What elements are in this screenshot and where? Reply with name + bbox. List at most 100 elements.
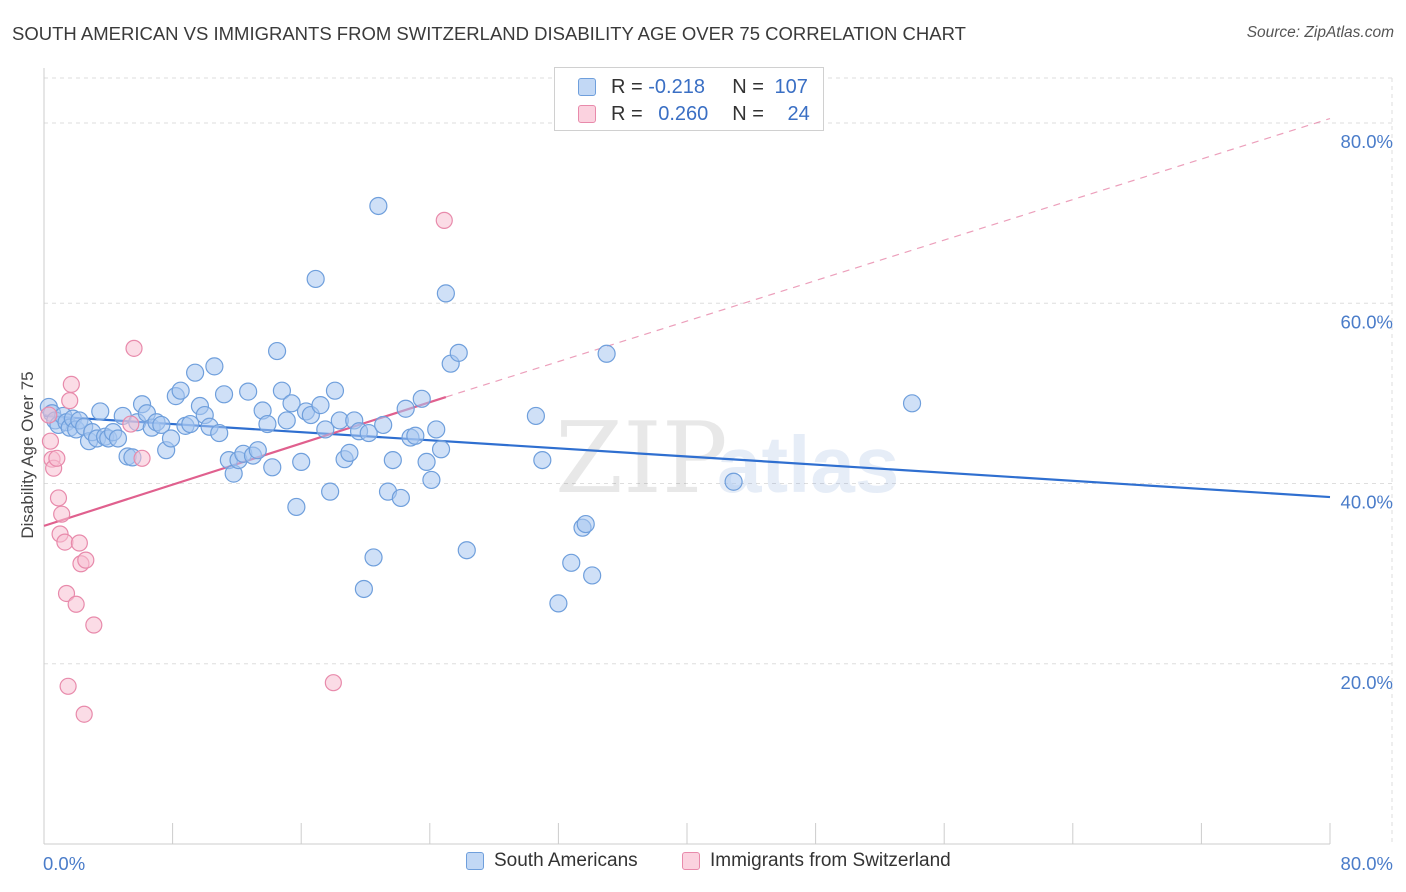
legend-row-switzerland: R = 0.260 N = 24 <box>555 100 810 128</box>
south-american-point <box>152 415 171 435</box>
south-american-point <box>383 450 402 470</box>
swiss-point <box>70 534 88 552</box>
south-american-point <box>210 423 229 443</box>
south-american-point <box>562 553 581 572</box>
bottom-swatch-pink <box>682 852 700 870</box>
tick-labels: 20.0% 40.0% 60.0% 80.0% 0.0% 80.0% <box>43 131 1393 874</box>
south-american-point <box>91 402 110 421</box>
south-american-point <box>311 396 330 415</box>
south-american-point <box>108 429 128 448</box>
swiss-point <box>57 584 76 603</box>
y-tick-label: 60.0% <box>1341 311 1393 332</box>
swiss-point <box>77 551 95 569</box>
swiss-point <box>61 392 79 410</box>
south-american-point <box>576 514 595 534</box>
legend-r-key: R = <box>611 102 643 125</box>
south-american-point <box>412 389 431 408</box>
south-american-point <box>359 423 378 443</box>
legend-swatch-pink <box>578 105 596 123</box>
swiss-point <box>41 432 60 450</box>
legend-r-value: 0.260 <box>658 102 709 125</box>
south-american-point <box>186 363 205 382</box>
south-american-point <box>272 381 292 400</box>
south-american-point <box>205 357 224 376</box>
south-american-point <box>902 394 922 413</box>
swiss-point <box>125 339 143 357</box>
south-american-point <box>248 441 267 460</box>
legend-n-value: 107 <box>774 75 808 98</box>
south-american-point <box>181 414 200 434</box>
south-american-point <box>526 406 545 426</box>
source-label: Source: ZipAtlas.com <box>1246 24 1394 41</box>
south-american-point <box>282 394 301 413</box>
chart-title: SOUTH AMERICAN VS IMMIGRANTS FROM SWITZE… <box>12 23 966 44</box>
south-american-point <box>391 488 410 508</box>
swiss-point <box>53 505 71 523</box>
legend-swatch-blue <box>578 78 596 96</box>
swiss-point <box>85 616 103 634</box>
legend-n-value: 24 <box>787 102 810 125</box>
y-tick-label: 80.0% <box>1341 131 1393 152</box>
swiss-trend-extension <box>445 117 1331 398</box>
axes <box>43 68 1331 845</box>
bottom-swatch-blue <box>466 852 484 870</box>
data-points <box>39 196 922 723</box>
legend-r-value: -0.218 <box>648 75 705 98</box>
south-american-point <box>583 566 602 585</box>
swiss-point <box>48 449 66 467</box>
south-american-point <box>417 452 436 472</box>
south-american-point <box>364 548 383 567</box>
south-american-trend-line <box>43 414 1331 499</box>
south-american-point <box>161 429 181 448</box>
south-american-point <box>171 381 190 400</box>
south-american-point <box>321 482 340 501</box>
south-american-point <box>597 344 616 363</box>
south-american-point <box>374 415 393 435</box>
y-tick-label: 20.0% <box>1341 672 1393 693</box>
bottom-legend-switzerland: Immigrants from Switzerland <box>682 850 951 872</box>
south-american-point <box>436 284 455 303</box>
south-american-point <box>325 381 345 400</box>
south-american-point <box>724 472 743 491</box>
south-american-point <box>449 343 468 362</box>
south-american-point <box>214 385 234 404</box>
y-axis-label: Disability Age Over 75 <box>18 371 37 538</box>
south-american-point <box>369 196 388 216</box>
south-american-point <box>533 450 552 470</box>
swiss-point <box>324 674 342 692</box>
swiss-point <box>56 533 74 551</box>
south-american-point <box>431 440 451 459</box>
swiss-point <box>67 595 85 613</box>
y-tick-label: 40.0% <box>1341 492 1393 513</box>
bottom-legend-south-americans: South Americans <box>466 850 638 872</box>
south-american-point <box>263 458 282 477</box>
bottom-legend-label: South Americans <box>494 850 638 871</box>
south-american-point <box>406 426 425 445</box>
south-american-point <box>457 541 476 560</box>
south-american-point <box>549 594 568 613</box>
swiss-point <box>62 375 80 393</box>
south-american-point <box>267 341 287 361</box>
south-american-point <box>287 497 306 517</box>
watermark-zip: ZIP <box>555 402 728 516</box>
swiss-point <box>59 677 77 695</box>
bottom-legend-label: Immigrants from Switzerland <box>710 850 951 871</box>
x-tick-label-min: 0.0% <box>43 853 85 874</box>
legend-row-south-americans: R = -0.218 N = 107 <box>555 73 808 101</box>
south-american-point <box>306 269 325 289</box>
swiss-point <box>75 705 93 723</box>
swiss-point <box>40 406 58 424</box>
south-american-point <box>396 399 415 418</box>
south-american-point <box>354 579 373 599</box>
south-american-point <box>340 443 359 462</box>
south-american-point <box>292 452 311 472</box>
swiss-point <box>133 449 151 467</box>
x-tick-label-max: 80.0% <box>1341 853 1393 874</box>
swiss-point <box>122 415 140 433</box>
swiss-point <box>435 211 453 229</box>
south-american-point <box>427 420 446 439</box>
swiss-point <box>49 489 68 507</box>
legend-r-key: R = <box>611 75 643 98</box>
south-american-point <box>258 414 277 434</box>
